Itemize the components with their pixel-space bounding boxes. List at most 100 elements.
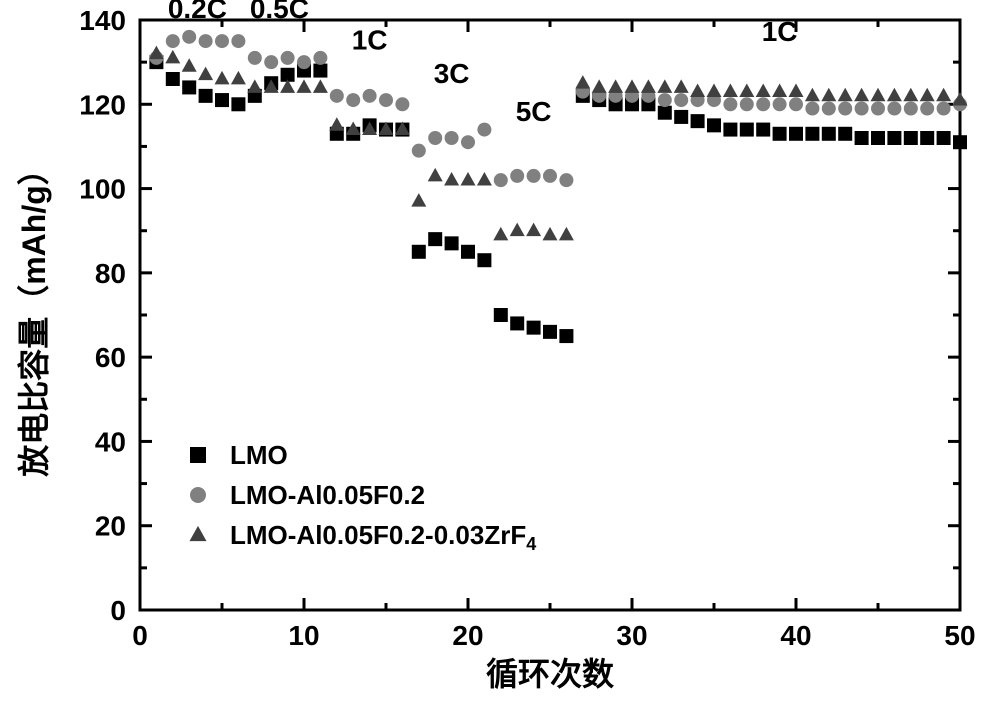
y-tick-label: 0 [110, 595, 126, 626]
square-marker [190, 447, 206, 463]
circle-marker [838, 102, 852, 116]
y-tick-label: 120 [79, 89, 126, 120]
circle-marker [215, 34, 229, 48]
circle-marker [756, 97, 770, 111]
square-marker [740, 123, 754, 137]
legend-label: LMO [230, 440, 288, 470]
square-marker [822, 127, 836, 141]
rate-label: 0.5C [250, 0, 309, 24]
circle-marker [297, 55, 311, 69]
circle-marker [248, 51, 262, 65]
square-marker [707, 118, 721, 132]
circle-marker [822, 102, 836, 116]
y-axis-title: 放电比容量（mAh/g） [16, 153, 52, 477]
square-marker [887, 131, 901, 145]
y-tick-label: 20 [95, 511, 126, 542]
circle-marker [428, 131, 442, 145]
circle-marker [412, 144, 426, 158]
square-marker [953, 135, 967, 149]
circle-marker [363, 89, 377, 103]
square-marker [871, 131, 885, 145]
legend-label: LMO-Al0.05F0.2 [230, 480, 425, 510]
square-marker [461, 245, 475, 259]
square-marker [166, 72, 180, 86]
square-marker [445, 236, 459, 250]
circle-marker [887, 102, 901, 116]
square-marker [904, 131, 918, 145]
circle-marker [527, 169, 541, 183]
square-marker [674, 110, 688, 124]
square-marker [231, 97, 245, 111]
square-marker [855, 131, 869, 145]
circle-marker [674, 93, 688, 107]
square-marker [313, 64, 327, 78]
y-tick-label: 100 [79, 174, 126, 205]
circle-marker [182, 30, 196, 44]
square-marker [527, 321, 541, 335]
circle-marker [231, 34, 245, 48]
circle-marker [330, 89, 344, 103]
square-marker [182, 80, 196, 94]
y-tick-label: 80 [95, 258, 126, 289]
circle-marker [379, 93, 393, 107]
rate-label: 0.2C [168, 0, 227, 24]
x-tick-label: 10 [288, 620, 319, 651]
x-tick-label: 50 [944, 620, 975, 651]
legend-label: LMO-Al0.05F0.2-0.03ZrF4 [230, 520, 536, 554]
square-marker [756, 123, 770, 137]
rate-label: 1C [762, 16, 798, 47]
square-marker [773, 127, 787, 141]
square-marker [658, 106, 672, 120]
square-marker [838, 127, 852, 141]
circle-marker [313, 51, 327, 65]
circle-marker [190, 487, 206, 503]
circle-marker [281, 51, 295, 65]
circle-marker [920, 102, 934, 116]
square-marker [543, 325, 557, 339]
circle-marker [477, 123, 491, 137]
circle-marker [510, 169, 524, 183]
circle-marker [740, 97, 754, 111]
x-axis-title: 循环次数 [486, 656, 615, 692]
square-marker [723, 123, 737, 137]
circle-marker [166, 34, 180, 48]
square-marker [789, 127, 803, 141]
square-marker [937, 131, 951, 145]
rate-label: 5C [516, 96, 552, 127]
circle-marker [543, 169, 557, 183]
circle-marker [461, 135, 475, 149]
square-marker [412, 245, 426, 259]
circle-marker [559, 173, 573, 187]
rate-label: 1C [352, 25, 388, 56]
chart-container: 01020304050020406080100120140循环次数放电比容量（m… [0, 0, 1000, 711]
x-tick-label: 20 [452, 620, 483, 651]
x-tick-label: 0 [132, 620, 148, 651]
square-marker [691, 114, 705, 128]
circle-marker [871, 102, 885, 116]
circle-marker [199, 34, 213, 48]
y-tick-label: 60 [95, 342, 126, 373]
square-marker [428, 232, 442, 246]
circle-marker [773, 97, 787, 111]
legend-subscript: 4 [526, 534, 536, 554]
square-marker [494, 308, 508, 322]
circle-marker [723, 97, 737, 111]
circle-marker [346, 93, 360, 107]
circle-marker [395, 97, 409, 111]
square-marker [510, 316, 524, 330]
square-marker [559, 329, 573, 343]
rate-label: 3C [434, 58, 470, 89]
square-marker [920, 131, 934, 145]
circle-marker [658, 93, 672, 107]
x-tick-label: 40 [780, 620, 811, 651]
circle-marker [937, 102, 951, 116]
square-marker [477, 253, 491, 267]
circle-marker [789, 97, 803, 111]
circle-marker [904, 102, 918, 116]
circle-marker [445, 131, 459, 145]
square-marker [199, 89, 213, 103]
y-tick-label: 40 [95, 426, 126, 457]
scatter-chart: 01020304050020406080100120140循环次数放电比容量（m… [0, 0, 1000, 711]
y-tick-label: 140 [79, 5, 126, 36]
y-axis-title-group: 放电比容量（mAh/g） [16, 153, 52, 477]
